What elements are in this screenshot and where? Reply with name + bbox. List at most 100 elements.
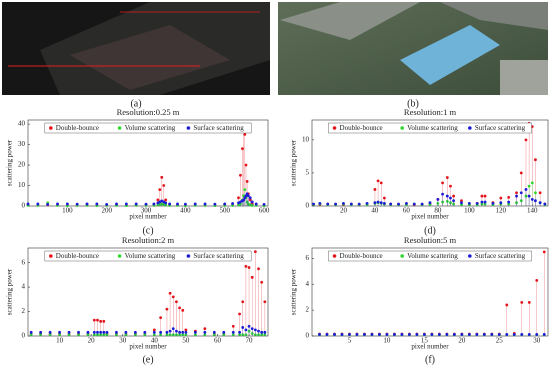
legend-label: Double-bounce	[56, 252, 99, 260]
legend-label: Surface scattering	[475, 252, 526, 260]
marker	[378, 333, 381, 336]
marker	[244, 328, 248, 332]
legend-box	[44, 122, 252, 134]
x-tick-label: 50	[182, 337, 190, 345]
marker	[467, 201, 471, 205]
legend-box	[328, 250, 532, 262]
marker	[475, 333, 479, 336]
x-tick-label: 10	[383, 337, 391, 345]
marker	[231, 330, 235, 334]
marker	[212, 330, 216, 334]
image-caption: (a)	[130, 98, 141, 109]
marker	[246, 194, 250, 198]
legend-label: Surface scattering	[193, 124, 244, 132]
marker	[171, 295, 175, 299]
marker	[515, 191, 518, 195]
marker	[452, 199, 455, 203]
marker	[193, 330, 197, 334]
marker	[86, 330, 90, 334]
marker	[143, 330, 147, 334]
marker	[158, 188, 162, 192]
marker	[483, 200, 487, 204]
marker	[253, 250, 257, 254]
x-tick-label: 40	[371, 207, 379, 215]
y-tick-label: 5	[306, 169, 310, 177]
marker	[254, 202, 258, 206]
marker	[397, 202, 400, 206]
marker	[250, 200, 254, 204]
marker	[530, 181, 534, 185]
x-tick-label: 500	[219, 207, 230, 215]
image-caption: (b)	[407, 98, 419, 109]
marker	[247, 266, 251, 269]
legend-label: Volume scattering	[125, 124, 176, 132]
plot-frame	[27, 119, 269, 207]
marker	[178, 306, 181, 310]
caption: (e)	[142, 354, 153, 365]
y-tick-label: 10	[302, 135, 310, 143]
marker	[75, 202, 79, 206]
marker	[382, 196, 386, 200]
marker	[534, 191, 537, 195]
marker	[530, 197, 534, 201]
marker	[527, 300, 531, 304]
marker	[393, 333, 396, 336]
marker	[428, 201, 432, 205]
y-tick-label: 20	[18, 161, 26, 169]
marker	[193, 202, 197, 206]
marker	[260, 330, 264, 334]
y-tick-label: 6	[22, 258, 26, 266]
marker	[512, 333, 516, 336]
x-axis-label: pixel number	[129, 213, 167, 221]
chart-title: Resolution:1 m	[404, 107, 457, 117]
x-axis-label: pixel number	[129, 343, 167, 351]
marker	[524, 188, 528, 191]
marker	[534, 199, 537, 203]
marker	[165, 307, 169, 311]
legend-marker	[117, 126, 122, 130]
marker	[247, 324, 251, 328]
marker	[244, 264, 248, 268]
x-tick-label: 60	[214, 337, 222, 345]
legend-marker	[332, 126, 337, 130]
marker	[203, 327, 207, 331]
marker	[58, 330, 61, 334]
y-tick-label: 4	[22, 283, 26, 291]
marker	[400, 333, 404, 336]
marker	[124, 202, 128, 206]
legend-marker	[468, 126, 472, 130]
y-tick-label: 2	[306, 306, 310, 314]
x-tick-label: 20	[88, 337, 96, 345]
x-tick-label: 120	[496, 207, 507, 215]
y-tick-label: 0	[306, 202, 310, 210]
marker	[263, 300, 267, 304]
marker	[542, 250, 546, 254]
marker	[48, 330, 52, 334]
plot-frame	[311, 119, 549, 207]
marker	[385, 333, 389, 336]
marker	[460, 199, 463, 203]
marker	[245, 192, 249, 196]
marker	[422, 333, 426, 336]
x-tick-label: 40	[151, 337, 159, 345]
marker	[243, 188, 247, 192]
x-tick-label: 15	[421, 337, 429, 345]
marker	[340, 333, 344, 336]
marker	[168, 291, 172, 295]
y-tick-label: 6	[306, 254, 310, 262]
marker	[318, 201, 322, 205]
marker	[244, 194, 248, 198]
marker	[152, 330, 156, 334]
y-axis-label: scattering power	[6, 268, 14, 315]
marker	[412, 202, 416, 206]
legend-marker	[468, 254, 472, 258]
marker	[77, 330, 80, 334]
marker	[253, 328, 257, 332]
legend-marker	[117, 254, 122, 258]
legend-marker	[332, 254, 337, 258]
marker	[370, 333, 374, 336]
marker	[162, 184, 166, 187]
marker	[144, 202, 148, 206]
marker	[505, 303, 509, 307]
y-tick-label: 30	[18, 140, 26, 148]
